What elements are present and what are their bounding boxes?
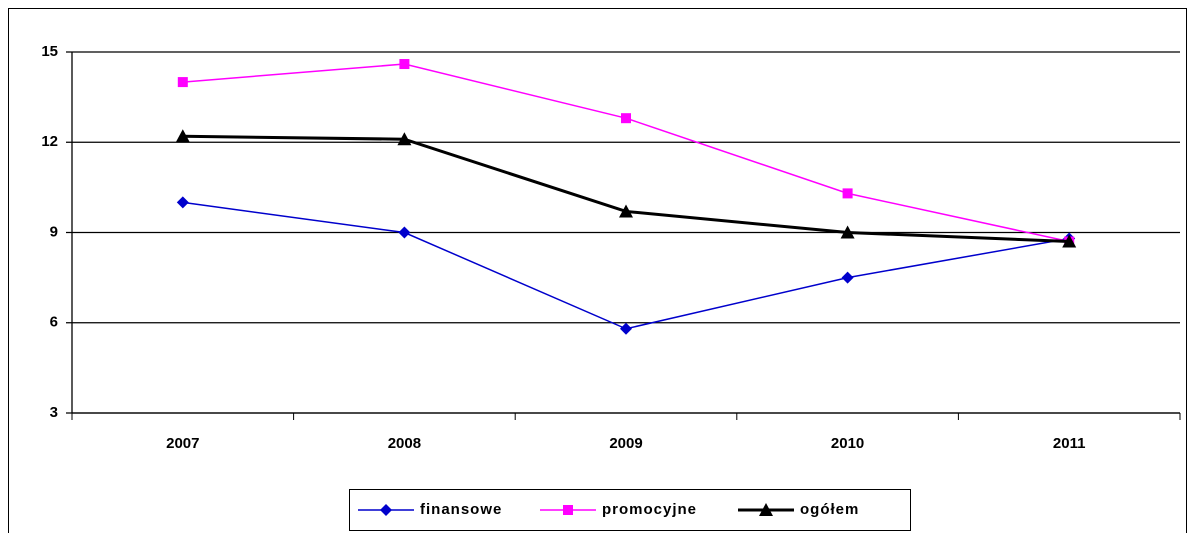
y-tick-label: 3 — [50, 404, 58, 421]
y-tick-label: 6 — [50, 314, 58, 331]
marker — [397, 132, 412, 146]
x-tick-label: 2009 — [609, 435, 642, 452]
marker — [177, 77, 188, 88]
legend-label: finansowe — [420, 501, 502, 518]
legend-marker — [380, 504, 392, 516]
marker — [621, 113, 631, 124]
y-tick-label: 9 — [50, 223, 58, 240]
legend-label: promocyjne — [602, 501, 697, 518]
marker — [175, 129, 190, 143]
marker — [840, 225, 855, 239]
series-line — [182, 201, 1070, 330]
x-tick-label: 2007 — [166, 435, 199, 452]
marker — [399, 59, 410, 70]
legend-marker — [759, 503, 773, 516]
y-tick-label: 12 — [41, 133, 58, 150]
marker — [398, 226, 411, 239]
marker — [1062, 234, 1077, 248]
series-line — [182, 134, 1070, 244]
x-tick-label: 2010 — [831, 435, 864, 452]
marker — [620, 322, 632, 335]
legend-label: ogółem — [800, 501, 859, 518]
marker — [619, 204, 633, 218]
x-tick-label: 2011 — [1053, 435, 1086, 452]
x-tick-label: 2008 — [388, 435, 421, 452]
legend-marker — [563, 505, 573, 515]
marker — [176, 196, 189, 209]
marker — [842, 188, 853, 199]
chart-border — [8, 8, 1187, 538]
y-tick-label: 15 — [41, 43, 58, 60]
marker — [841, 271, 854, 284]
legend-box — [349, 489, 911, 531]
